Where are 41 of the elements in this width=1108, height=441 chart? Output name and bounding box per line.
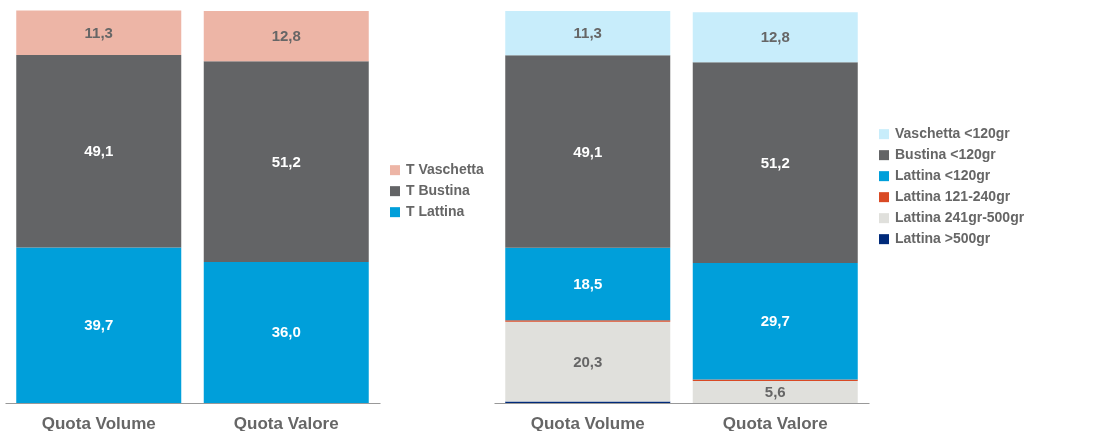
- legend-label: Lattina <120gr: [895, 167, 991, 184]
- bar: [505, 11, 671, 56]
- legend-label: T Vaschetta: [406, 161, 485, 178]
- bar: [692, 263, 858, 380]
- data-label: 39,7: [84, 316, 114, 334]
- data-label: 36,0: [271, 323, 301, 341]
- legend-label: T Lattina: [406, 203, 465, 220]
- legend-label: Lattina 241gr-500gr: [895, 209, 1025, 226]
- bar: [203, 11, 369, 62]
- legend-label: Lattina >500gr: [895, 230, 991, 247]
- data-label: 18,5: [573, 275, 603, 293]
- legend-label: Bustina <120gr: [895, 146, 997, 163]
- data-label: 11,3: [573, 24, 602, 42]
- data-label: 5,6: [764, 383, 786, 401]
- data-label: 49,1: [573, 142, 603, 160]
- bar: [16, 54, 182, 248]
- data-label: 49,1: [84, 142, 114, 160]
- bar: [692, 381, 858, 403]
- bar: [505, 247, 671, 321]
- x-tick-label: Quota Volume: [41, 413, 156, 433]
- data-label: 11,3: [84, 23, 113, 41]
- x-tick-label: Quota Volume: [530, 413, 645, 433]
- bar: [692, 62, 858, 264]
- data-label: 12,8: [760, 28, 790, 46]
- data-label: 51,2: [271, 152, 301, 170]
- bar: [505, 55, 671, 248]
- bar: [16, 247, 182, 403]
- bar: [505, 321, 671, 402]
- legend-label: T Bustina: [406, 182, 470, 199]
- data-label: 51,2: [760, 153, 790, 171]
- x-tick-label: Quota Valore: [722, 413, 828, 433]
- data-label: 20,3: [573, 352, 603, 370]
- bar: [692, 12, 858, 63]
- bar: [203, 61, 369, 262]
- legend-label: Vaschetta <120gr: [895, 125, 1011, 142]
- bar: [203, 261, 369, 403]
- data-label: 29,7: [760, 312, 790, 330]
- bar: [16, 10, 182, 55]
- data-label: 12,8: [271, 27, 301, 45]
- x-tick-label: Quota Valore: [233, 413, 339, 433]
- legend-label: Lattina 121-240gr: [895, 188, 1011, 205]
